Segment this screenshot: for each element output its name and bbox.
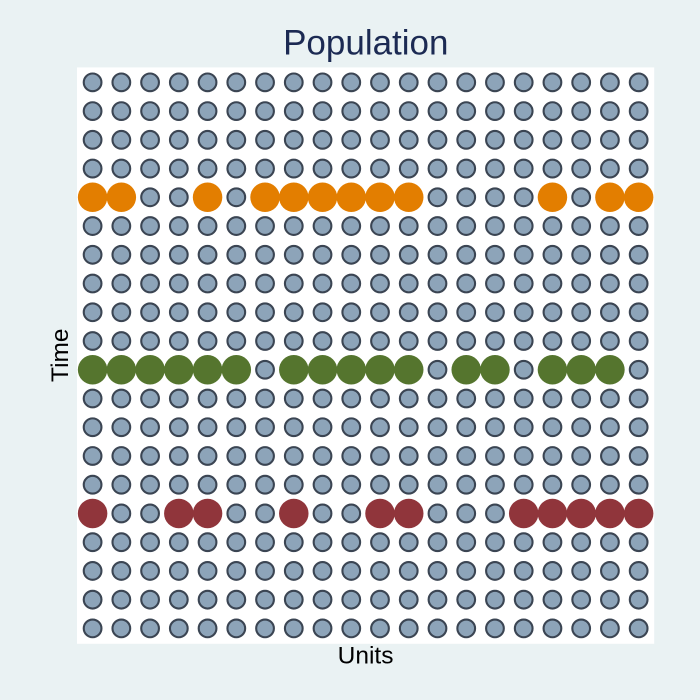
svg-text:Units: Units [338, 642, 394, 669]
svg-text:Time: Time [47, 328, 74, 382]
svg-text:Population: Population [283, 24, 448, 63]
